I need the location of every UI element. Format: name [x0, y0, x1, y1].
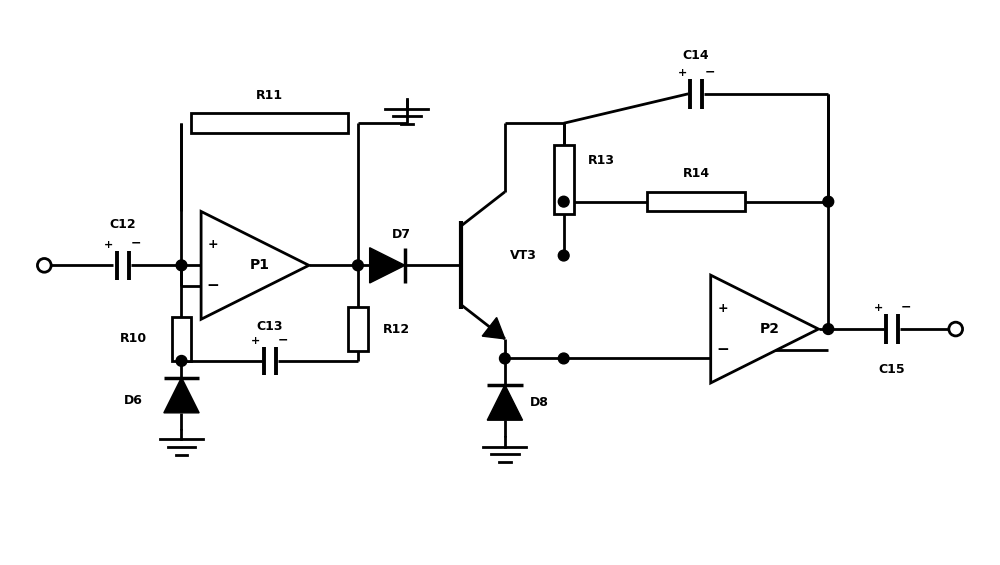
Circle shape: [353, 260, 363, 271]
Bar: [172, 317, 191, 361]
Text: +: +: [251, 336, 261, 346]
Text: D8: D8: [529, 396, 548, 409]
Text: C12: C12: [109, 218, 136, 231]
Circle shape: [176, 355, 187, 366]
Text: R13: R13: [588, 154, 615, 167]
Text: +: +: [104, 240, 114, 250]
Circle shape: [823, 324, 834, 334]
Bar: [191, 114, 348, 133]
Text: P1: P1: [250, 258, 270, 272]
Text: R10: R10: [120, 332, 147, 345]
Circle shape: [823, 196, 834, 207]
Bar: [647, 192, 745, 211]
Circle shape: [176, 260, 187, 271]
Text: VT3: VT3: [510, 249, 537, 262]
Text: C15: C15: [879, 363, 905, 376]
Text: R11: R11: [256, 89, 283, 102]
Circle shape: [558, 250, 569, 261]
Text: −: −: [716, 342, 729, 357]
Text: D6: D6: [123, 394, 142, 407]
Text: R12: R12: [382, 323, 410, 336]
Text: P2: P2: [760, 322, 780, 336]
Text: +: +: [208, 238, 218, 251]
Circle shape: [500, 353, 510, 364]
Text: −: −: [900, 301, 911, 314]
Text: +: +: [678, 68, 687, 78]
Text: −: −: [206, 279, 219, 293]
Polygon shape: [201, 211, 309, 319]
Circle shape: [558, 196, 569, 207]
Text: C14: C14: [683, 50, 709, 63]
Text: −: −: [131, 237, 142, 250]
Polygon shape: [164, 377, 199, 413]
Circle shape: [558, 353, 569, 364]
Polygon shape: [711, 275, 819, 383]
Text: −: −: [278, 333, 289, 346]
Bar: [554, 145, 574, 214]
Text: D7: D7: [392, 228, 411, 241]
Text: R14: R14: [682, 167, 710, 180]
Polygon shape: [370, 247, 405, 283]
Polygon shape: [482, 318, 505, 339]
Polygon shape: [487, 385, 523, 420]
Text: +: +: [874, 303, 883, 314]
Text: −: −: [704, 65, 715, 78]
Bar: [348, 307, 368, 351]
Text: C13: C13: [256, 320, 283, 333]
Text: +: +: [717, 302, 728, 315]
